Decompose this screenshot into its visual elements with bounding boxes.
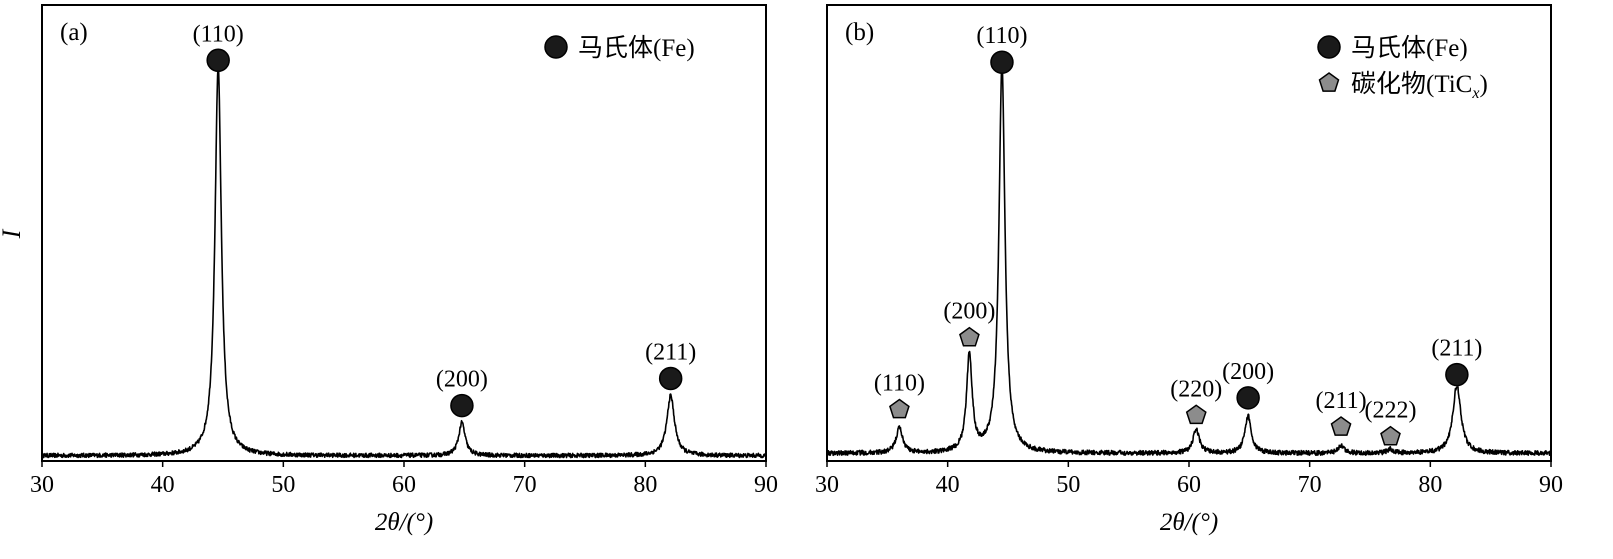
x-tick-label: 50: [271, 472, 295, 498]
x-axis-label: 2θ/(°): [375, 509, 433, 536]
panel-a: 30 40 50 60 70 80 90 2θ/(°) (a) 马氏体(Fe) (110) (200)…: [30, 4, 778, 536]
peak-circle-marker: [1445, 362, 1469, 387]
peak-circle-marker: [1236, 386, 1260, 410]
x-tick-label: 80: [1418, 472, 1442, 498]
diffraction-pattern-line: [826, 64, 1552, 457]
x-tick-label: 60: [1177, 472, 1201, 498]
x-tick-label: 40: [936, 472, 960, 498]
peak-index-label: (211): [1315, 388, 1366, 414]
x-tick-label: 40: [151, 472, 175, 498]
diffraction-pattern-line: [41, 67, 767, 459]
peak-index-label: (110): [976, 23, 1027, 49]
legend-label: 马氏体(Fe): [578, 34, 695, 62]
x-tick-label: 90: [1539, 472, 1563, 498]
peak-pentagon-marker: [889, 398, 910, 419]
peak-circle-marker: [206, 48, 230, 73]
peak-pentagon-marker: [1330, 416, 1352, 436]
x-tick-label: 50: [1056, 472, 1080, 498]
peak-circle-marker: [658, 366, 683, 391]
peak-index-label: (200): [436, 367, 488, 393]
legend-circle-icon: [544, 35, 568, 59]
x-tick-label: 30: [30, 472, 54, 498]
panel-label: (b): [845, 19, 874, 46]
peak-circle-marker: [450, 393, 474, 418]
peak-circle-marker: [990, 50, 1014, 74]
peak-pentagon-marker: [1380, 425, 1401, 446]
peak-index-label: (200): [1222, 359, 1274, 385]
x-tick-label: 90: [754, 472, 778, 498]
legend-circle-icon: [1317, 35, 1341, 59]
plot-frame: [41, 4, 767, 462]
x-tick-label: 60: [392, 472, 416, 498]
x-axis-label: 2θ/(°): [1160, 509, 1218, 536]
peak-index-label: (110): [874, 371, 925, 397]
y-axis-label: I: [0, 228, 26, 239]
peak-index-label: (222): [1365, 398, 1417, 424]
peak-index-label: (211): [1431, 336, 1482, 362]
legend-label: 马氏体(Fe): [1351, 34, 1468, 62]
peak-pentagon-marker: [959, 326, 980, 347]
x-tick-label: 70: [1298, 472, 1322, 498]
legend-pentagon-icon: [1318, 72, 1340, 92]
legend-label: 碳化物(TiCx): [1351, 70, 1488, 102]
peak-index-label: (200): [943, 299, 995, 325]
peak-pentagon-marker: [1185, 404, 1207, 425]
panel-label: (a): [60, 19, 88, 46]
x-tick-label: 80: [633, 472, 657, 498]
peak-index-label: (220): [1170, 376, 1222, 402]
panel-b: 30 40 50 60 70 80 90 2θ/(°) (b) 马氏体(Fe) 碳化物(TiCx) (…: [815, 4, 1563, 536]
peak-index-label: (211): [645, 339, 696, 365]
x-tick-label: 30: [815, 472, 839, 498]
peak-index-label: (110): [193, 21, 244, 47]
x-tick-label: 70: [513, 472, 537, 498]
